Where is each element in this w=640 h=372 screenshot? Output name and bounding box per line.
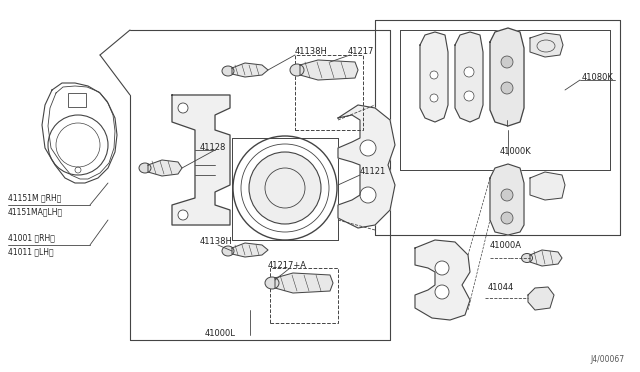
Ellipse shape [222, 246, 234, 256]
Text: 41121: 41121 [360, 167, 387, 176]
Circle shape [501, 212, 513, 224]
Circle shape [360, 187, 376, 203]
Polygon shape [530, 250, 562, 266]
Polygon shape [490, 164, 524, 235]
Polygon shape [232, 243, 268, 257]
Text: 41000A: 41000A [490, 241, 522, 250]
Polygon shape [530, 172, 565, 200]
Circle shape [501, 82, 513, 94]
Circle shape [178, 103, 188, 113]
Bar [68, 93, 86, 107]
Text: 41080K: 41080K [582, 73, 614, 81]
Circle shape [501, 56, 513, 68]
Polygon shape [172, 95, 230, 225]
Text: 41044: 41044 [488, 283, 515, 292]
Polygon shape [455, 32, 483, 122]
Text: 41000K: 41000K [500, 148, 532, 157]
Circle shape [430, 94, 438, 102]
Polygon shape [490, 28, 524, 126]
Circle shape [249, 152, 321, 224]
Circle shape [178, 210, 188, 220]
Text: 41138H: 41138H [200, 237, 233, 247]
Circle shape [435, 261, 449, 275]
Circle shape [501, 189, 513, 201]
Ellipse shape [139, 163, 151, 173]
Ellipse shape [265, 277, 279, 289]
Polygon shape [415, 240, 470, 320]
Text: 41217+A: 41217+A [268, 260, 307, 269]
Circle shape [464, 91, 474, 101]
Polygon shape [148, 160, 182, 176]
Ellipse shape [522, 253, 532, 263]
Ellipse shape [290, 64, 304, 76]
Text: 41217: 41217 [348, 48, 374, 57]
Bar [270, 268, 338, 323]
Text: 41000L: 41000L [205, 328, 236, 337]
Text: 41151MA〈LH〉: 41151MA〈LH〉 [8, 208, 63, 217]
Text: 41011 〈LH〉: 41011 〈LH〉 [8, 247, 54, 257]
Circle shape [430, 71, 438, 79]
Text: 41128: 41128 [200, 144, 227, 153]
Polygon shape [232, 63, 268, 77]
Circle shape [464, 67, 474, 77]
Polygon shape [530, 33, 563, 57]
Bar [295, 55, 363, 130]
Circle shape [435, 285, 449, 299]
Text: J4/00067: J4/00067 [591, 356, 625, 365]
Circle shape [360, 140, 376, 156]
Polygon shape [420, 32, 448, 122]
Polygon shape [275, 273, 333, 293]
Polygon shape [300, 60, 358, 80]
Text: 41151M 〈RH〉: 41151M 〈RH〉 [8, 193, 61, 202]
Text: 41138H: 41138H [295, 48, 328, 57]
Ellipse shape [222, 66, 234, 76]
Polygon shape [528, 287, 554, 310]
Polygon shape [338, 105, 395, 228]
Text: 41001 〈RH〉: 41001 〈RH〉 [8, 234, 55, 243]
